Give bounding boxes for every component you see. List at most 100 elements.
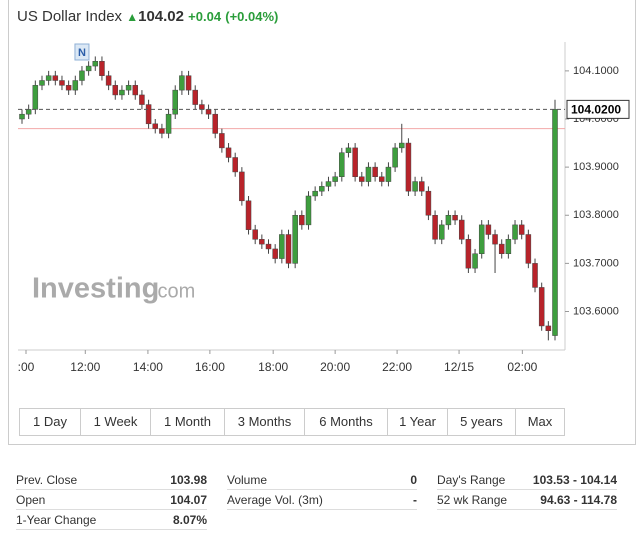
candle-body	[532, 263, 538, 288]
stat-label: 1-Year Change	[16, 513, 97, 527]
range-button[interactable]: 1 Year	[388, 409, 448, 435]
candle-body	[179, 75, 185, 91]
candle-body	[452, 215, 458, 221]
stat-value: 103.53 - 104.14	[532, 473, 617, 487]
candle-body	[239, 171, 245, 202]
candle-body	[319, 186, 325, 192]
title: US Dollar Index	[17, 8, 123, 25]
x-tick-label: 02:00	[507, 360, 537, 374]
stat-value: -	[413, 493, 417, 507]
candle-body	[172, 89, 178, 115]
stat-value: 8.07%	[172, 513, 207, 527]
candle-body	[205, 109, 212, 115]
candle-body	[538, 287, 545, 327]
news-marker	[74, 43, 90, 61]
stat-row: Open 104.07	[16, 490, 207, 510]
candle-body	[492, 234, 498, 245]
candle-body	[219, 133, 225, 149]
candle-body	[352, 147, 358, 177]
candle-body	[478, 224, 485, 254]
candle-body	[325, 181, 332, 187]
stat-label: Open	[16, 493, 46, 507]
candle-body	[472, 253, 478, 269]
stat-row: 52 wk Range 94.63 - 114.78	[437, 490, 617, 510]
stat-row: Prev. Close 103.98	[16, 470, 207, 490]
candle-body	[332, 176, 338, 182]
candle-body	[465, 239, 472, 269]
chart: Investing .com 103.6000 103.7000 103.8000 1…	[18, 42, 630, 374]
candle-body	[99, 61, 105, 76]
up-arrow: ▲	[126, 10, 139, 24]
candle-body	[432, 215, 438, 240]
candle-body	[152, 123, 158, 129]
candle-body	[372, 166, 378, 177]
stat-value: 103.98	[170, 473, 207, 487]
candle-body	[159, 128, 165, 134]
stat-label: Volume	[227, 473, 268, 487]
header: US Dollar Index ▲104.02 +0.04 (+0.04%)	[17, 8, 278, 25]
candle-body	[19, 113, 25, 120]
stat-value: 0	[410, 473, 417, 487]
last-price-box	[566, 99, 630, 119]
candle-body	[512, 224, 518, 240]
candle-body	[285, 234, 292, 264]
x-tick-label: 18:00	[258, 360, 288, 374]
stat-value: 94.63 - 114.78	[540, 493, 617, 507]
candle-body	[25, 109, 32, 115]
candle-body	[139, 94, 145, 105]
candle-body	[39, 80, 45, 86]
candle-body	[425, 190, 432, 216]
candle-body	[365, 166, 372, 182]
range-selector: 1 Day 1 Week 1 Month 3 Months 6 Months 1 Year…	[19, 408, 565, 436]
candle-body	[345, 147, 352, 153]
range-button[interactable]: 5 years	[448, 409, 516, 435]
watermark-suffix: .com	[152, 280, 195, 302]
candle-body	[59, 80, 65, 86]
x-tick-label: 22:00	[382, 360, 412, 374]
candle-body	[165, 113, 172, 134]
candle-body	[339, 152, 345, 177]
candle-body	[405, 142, 412, 192]
candle-body	[419, 181, 425, 192]
candle-body	[412, 181, 418, 192]
candle-body	[145, 104, 152, 125]
candle-body	[92, 61, 99, 67]
candle-body	[272, 248, 278, 259]
candle-body	[79, 70, 85, 81]
range-button[interactable]: 1 Week	[81, 409, 151, 435]
y-tick-label: 103.6000	[573, 305, 619, 317]
candle-body	[259, 239, 265, 245]
y-tick-label: 103.9000	[573, 161, 619, 173]
x-tick-label: 12:00	[70, 360, 100, 374]
candle-body	[545, 325, 552, 331]
price: 104.02	[138, 8, 184, 25]
range-button[interactable]: 1 Month	[151, 409, 225, 435]
candle-body	[225, 147, 232, 158]
candle-body	[112, 85, 119, 96]
range-button[interactable]: 1 Day	[20, 409, 81, 435]
stat-row: Day's Range 103.53 - 104.14	[437, 470, 617, 490]
stat-label: 52 wk Range	[437, 493, 508, 507]
candle-body	[132, 85, 139, 96]
stat-row: Average Vol. (3m) -	[227, 490, 417, 510]
candle-body	[438, 224, 445, 240]
range-button[interactable]: 3 Months	[225, 409, 305, 435]
change: +0.04	[188, 9, 222, 24]
candle-body	[385, 166, 392, 182]
candle-body	[485, 224, 492, 235]
news-marker-label: N	[78, 47, 86, 59]
stat-value: 104.07	[170, 493, 207, 507]
candle-body	[199, 104, 205, 110]
candle-body	[32, 85, 39, 110]
range-button[interactable]: 6 Months	[305, 409, 388, 435]
candle-body	[185, 75, 192, 91]
range-button[interactable]: Max	[527, 414, 553, 429]
change-percent: (+0.04%)	[225, 9, 279, 24]
candle-body	[192, 89, 198, 105]
candle-body	[399, 142, 405, 149]
candle-body	[85, 65, 92, 72]
stat-label: Average Vol. (3m)	[227, 493, 323, 507]
x-tick-label: 12/15	[444, 360, 474, 374]
candle-body	[379, 176, 385, 182]
